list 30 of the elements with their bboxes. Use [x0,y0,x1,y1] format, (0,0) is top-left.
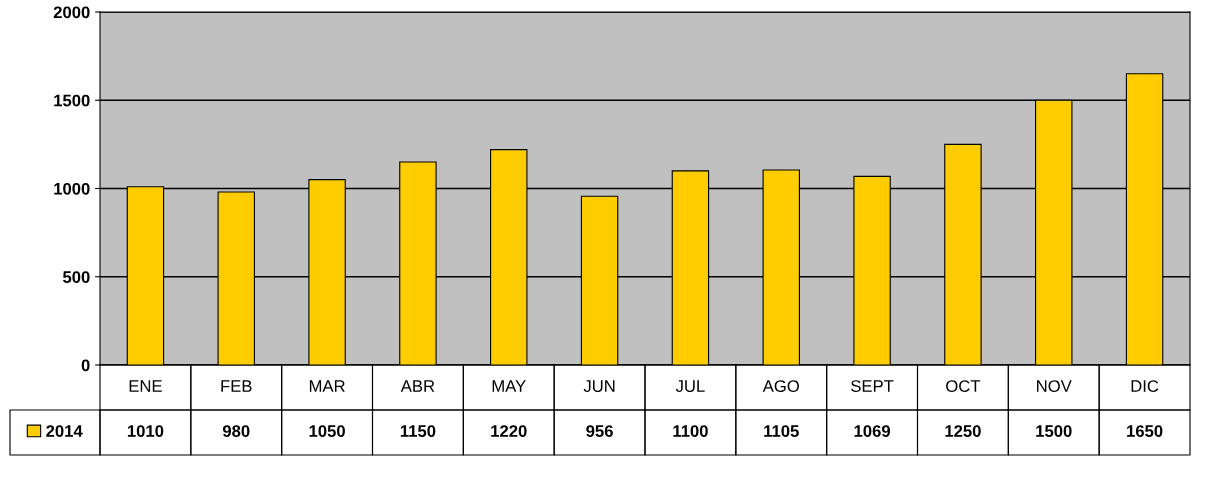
x-tick-label: MAR [309,380,345,392]
x-tick-label: ENE [129,380,162,392]
data-label: 956 [586,425,613,437]
data-label: 1105 [764,425,799,437]
data-label: 1069 [854,425,891,437]
y-tick-label: 0 [81,359,90,372]
x-tick-label: FEB [221,380,252,392]
x-tick-label: ABR [400,380,435,392]
data-label: 980 [222,425,250,437]
x-tick-label: JUN [583,380,615,392]
x-tick-label: JUL [675,380,705,392]
data-label: 1100 [673,425,708,437]
data-label: 1050 [309,425,345,437]
data-label: 1010 [127,425,164,437]
x-tick-label: DIC [1131,380,1159,392]
data-label: 1150 [400,425,436,437]
data-label: 1650 [1127,425,1163,437]
x-tick-label: SEPT [851,380,894,392]
y-tick-label: 500 [62,271,90,283]
y-tick-label: 2000 [53,6,90,19]
x-tick-label: OCT [946,380,981,392]
legend-label: 2014 [46,425,83,437]
x-tick-label: AGO [762,380,799,392]
x-tick-label: MAY [492,380,526,392]
y-tick-label: 1500 [54,94,90,107]
y-tick-label: 1000 [54,182,90,195]
x-tick-label: NOV [1037,380,1072,392]
data-label: 1250 [945,425,981,437]
data-label: 1500 [1036,425,1072,437]
data-label: 1220 [491,425,527,437]
